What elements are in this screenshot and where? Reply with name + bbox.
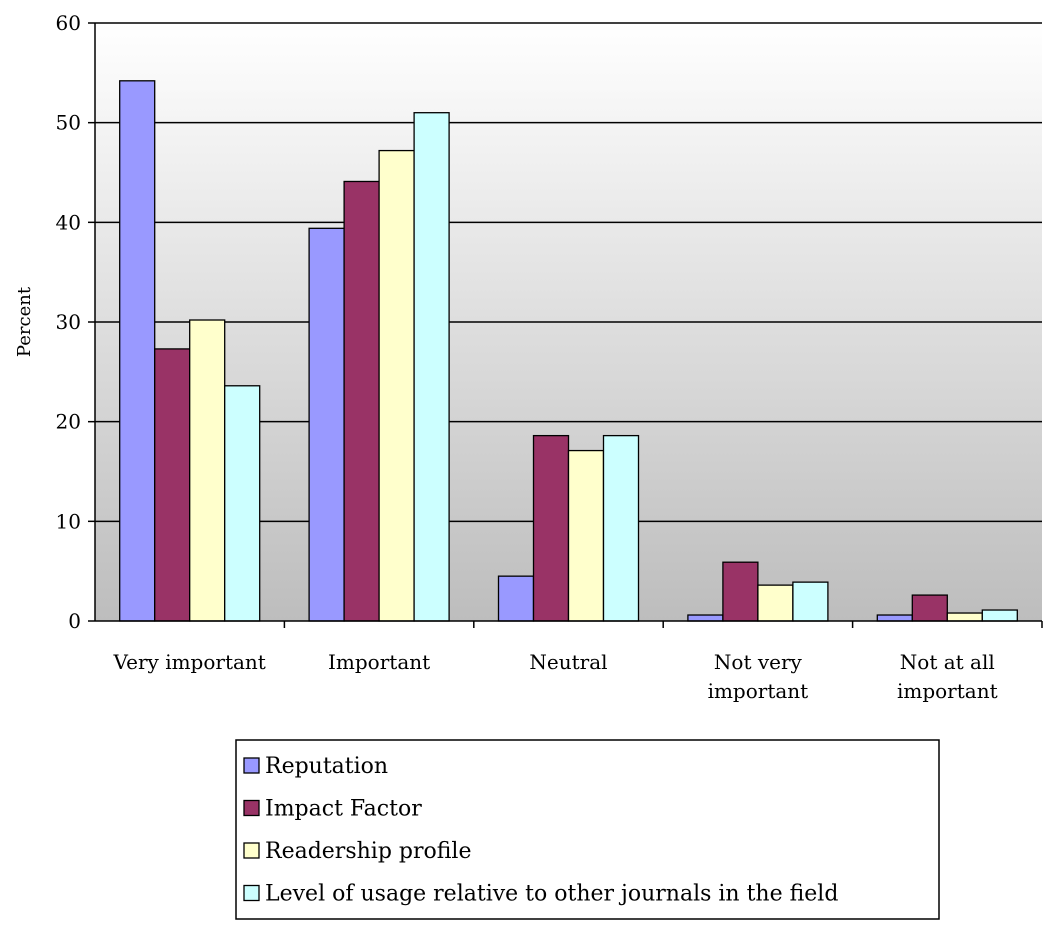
bar <box>688 615 723 621</box>
bar <box>758 585 793 621</box>
bar <box>190 320 225 621</box>
bar <box>379 151 414 621</box>
bar <box>155 349 190 621</box>
y-tick-label: 20 <box>56 410 81 434</box>
legend-swatch <box>244 801 259 816</box>
x-category-label: Very important <box>113 650 266 674</box>
legend-swatch <box>244 843 259 858</box>
bar <box>723 562 758 621</box>
bar <box>982 610 1017 621</box>
y-tick-label: 30 <box>56 310 81 334</box>
bar <box>344 181 379 621</box>
bar <box>912 595 947 621</box>
legend-label: Impact Factor <box>265 797 422 822</box>
legend-label: Level of usage relative to other journal… <box>265 882 838 907</box>
bar <box>414 113 449 621</box>
y-tick-label: 0 <box>68 609 81 633</box>
bar <box>120 81 155 621</box>
y-tick-label: 60 <box>56 11 81 35</box>
x-category-label: important <box>897 679 998 703</box>
legend: Reputation Impact Factor Readership profil… <box>236 740 939 919</box>
bar <box>604 436 639 621</box>
x-category-label: Neutral <box>529 650 607 674</box>
bar <box>309 228 344 621</box>
bar <box>569 451 604 621</box>
x-category-label: Important <box>328 650 430 674</box>
y-tick-label: 50 <box>56 111 81 135</box>
bar <box>793 582 828 621</box>
y-axis-title: Percent <box>14 286 35 357</box>
y-tick-label: 10 <box>56 509 81 533</box>
bar <box>947 613 982 621</box>
legend-swatch <box>244 758 259 773</box>
y-tick-label: 40 <box>56 210 81 234</box>
bar <box>534 436 569 621</box>
bar <box>877 615 912 621</box>
x-category-label: Not very <box>714 650 803 674</box>
bar <box>225 386 260 621</box>
bar <box>499 576 534 621</box>
legend-label: Reputation <box>265 754 388 779</box>
x-category-label: Not at all <box>900 650 995 674</box>
legend-swatch <box>244 886 259 901</box>
legend-label: Readership profile <box>265 839 471 864</box>
x-category-label: important <box>708 679 809 703</box>
